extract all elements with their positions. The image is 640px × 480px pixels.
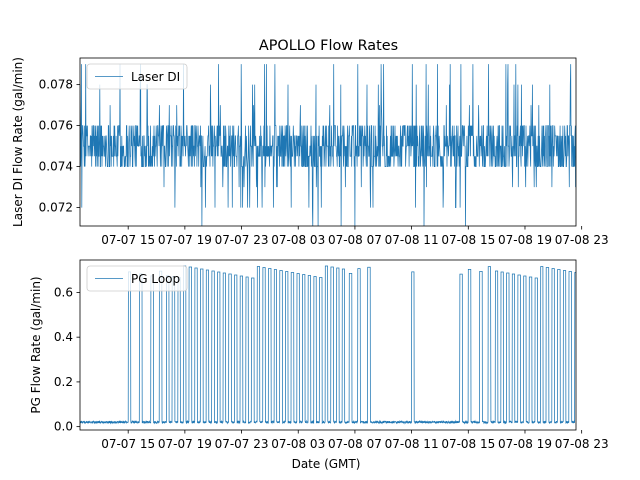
laser-di-y-tick-label: 0.076	[39, 119, 73, 133]
laser-di-x-tick-label: 07-08 03	[271, 233, 325, 247]
pg-y-tick-label: 0.4	[54, 330, 73, 344]
laser-di-y-axis-label: Laser DI Flow Rate (gal/min)	[11, 57, 25, 227]
pg-y-tick-label: 0.2	[54, 375, 73, 389]
laser-di-x-tick-label: 07-08 23	[555, 233, 609, 247]
pg-x-tick-label: 07-08 23	[555, 437, 609, 451]
laser-di-y-tick-label: 0.072	[39, 201, 73, 215]
laser-di-x-tick-label: 07-08 19	[498, 233, 552, 247]
pg-y-axis-label: PG Flow Rate (gal/min)	[29, 276, 43, 413]
pg-y-tick-label: 0.0	[54, 420, 73, 434]
pg-x-tick-label: 07-08 19	[498, 437, 552, 451]
pg-loop-axes: 0.00.20.40.607-07 15 07-07 19 07-07 23 07-0…	[54, 259, 609, 451]
pg-series-line	[80, 265, 576, 425]
laser-di-x-tick-label: 07-08 11	[385, 233, 439, 247]
laser-di-x-tick-label: 07-08 15	[441, 233, 495, 247]
laser-di-axes-frame	[79, 57, 577, 227]
pg-x-tick-label: 07-08 03	[271, 437, 325, 451]
pg-legend-label: PG Loop	[131, 272, 180, 286]
pg-x-tick-label: 07-08 15	[441, 437, 495, 451]
laser-di-x-tick-label: 07-07 19	[158, 233, 212, 247]
pg-axes-frame	[79, 259, 577, 431]
pg-x-tick-label: 07-07 15	[101, 437, 155, 451]
laser-di-legend-label: Laser DI	[131, 70, 180, 84]
x-axis-label: Date (GMT)	[292, 457, 361, 471]
chart-title: APOLLO Flow Rates	[259, 38, 398, 54]
laser-di-series-line	[80, 64, 576, 226]
pg-y-tick-label: 0.6	[54, 285, 73, 299]
pg-x-tick-label: 07-08 11	[385, 437, 439, 451]
pg-x-tick-label: 07-07 23	[215, 437, 269, 451]
laser-di-legend-box	[86, 63, 188, 90]
laser-di-x-tick-label: 07-07 23	[215, 233, 269, 247]
pg-x-tick-label: 07-08 07	[328, 437, 382, 451]
pg-legend-box	[86, 265, 188, 292]
laser-di-y-tick-label: 0.078	[39, 78, 73, 92]
laser-di-x-tick-label: 07-07 15	[101, 233, 155, 247]
pg-x-tick-label: 07-07 19	[158, 437, 212, 451]
laser-di-x-tick-label: 07-08 07	[328, 233, 382, 247]
laser-di-y-tick-label: 0.074	[39, 160, 73, 174]
